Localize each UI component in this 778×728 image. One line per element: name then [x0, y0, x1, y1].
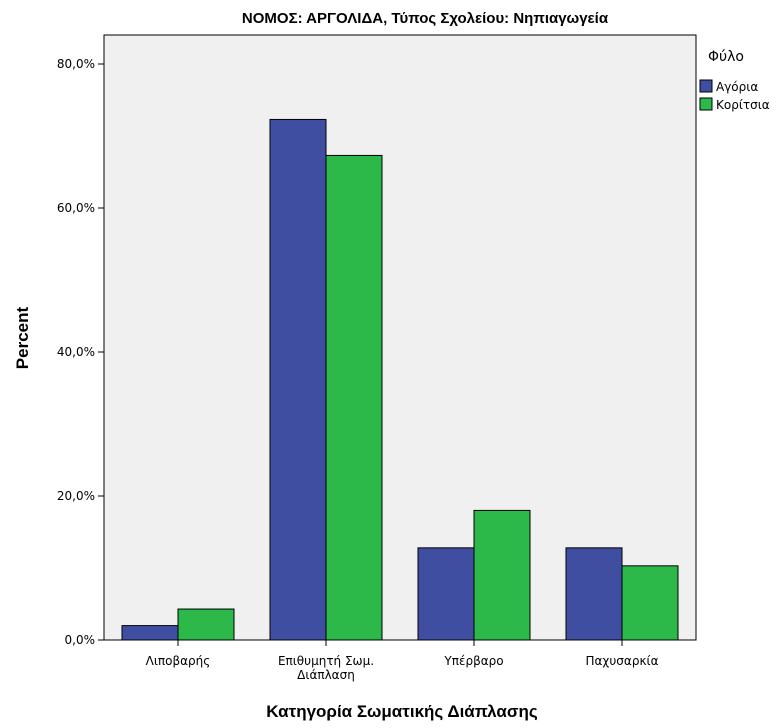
y-axis-title: Percent — [13, 306, 32, 369]
legend-title: Φύλο — [708, 49, 744, 65]
legend-swatch — [699, 79, 713, 93]
bar-Αγόρια-2 — [417, 547, 475, 641]
x-tick-label: Υπέρβαρο — [443, 654, 503, 668]
legend: Φύλο Αγόρια Κορίτσια — [699, 49, 770, 112]
x-axis-title: Κατηγορία Σωματικής Διάπλασης — [266, 702, 538, 721]
plot-area — [103, 34, 697, 641]
bar-Κορίτσια-0 — [177, 608, 235, 641]
y-tick-label: 0,0% — [65, 633, 96, 647]
x-tick-label: Επιθυμητή Σωμ. Διάπλαση — [278, 654, 374, 682]
bar-Αγόρια-1 — [269, 118, 327, 641]
y-tick-label: 80,0% — [57, 57, 95, 71]
legend-label: Αγόρια — [716, 80, 758, 94]
y-tick-label: 20,0% — [57, 489, 95, 503]
y-tick-label: 40,0% — [57, 345, 95, 359]
bar-Αγόρια-3 — [565, 547, 623, 641]
legend-swatch — [699, 97, 713, 111]
bar-Κορίτσια-3 — [621, 565, 679, 641]
y-tick-label: 60,0% — [57, 201, 95, 215]
x-tick-label: Παχυσαρκία — [586, 654, 659, 668]
x-axis: Λιποβαρής Επιθυμητή Σωμ. Διάπλαση Υπέρβαρο Π… — [146, 640, 659, 682]
legend-label: Κορίτσια — [716, 98, 770, 112]
bar-Αγόρια-0 — [121, 625, 179, 641]
bar-Κορίτσια-2 — [473, 509, 531, 641]
bars-group — [121, 118, 679, 641]
bar-Κορίτσια-1 — [325, 154, 383, 641]
x-tick-label: Λιποβαρής — [146, 654, 211, 668]
y-axis: 0,0% 20,0% 40,0% 60,0% 80,0% — [57, 57, 104, 647]
chart-title: ΝΟΜΟΣ: ΑΡΓΟΛΙΔΑ, Τύπος Σχολείου: Νηπιαγω… — [242, 10, 609, 27]
